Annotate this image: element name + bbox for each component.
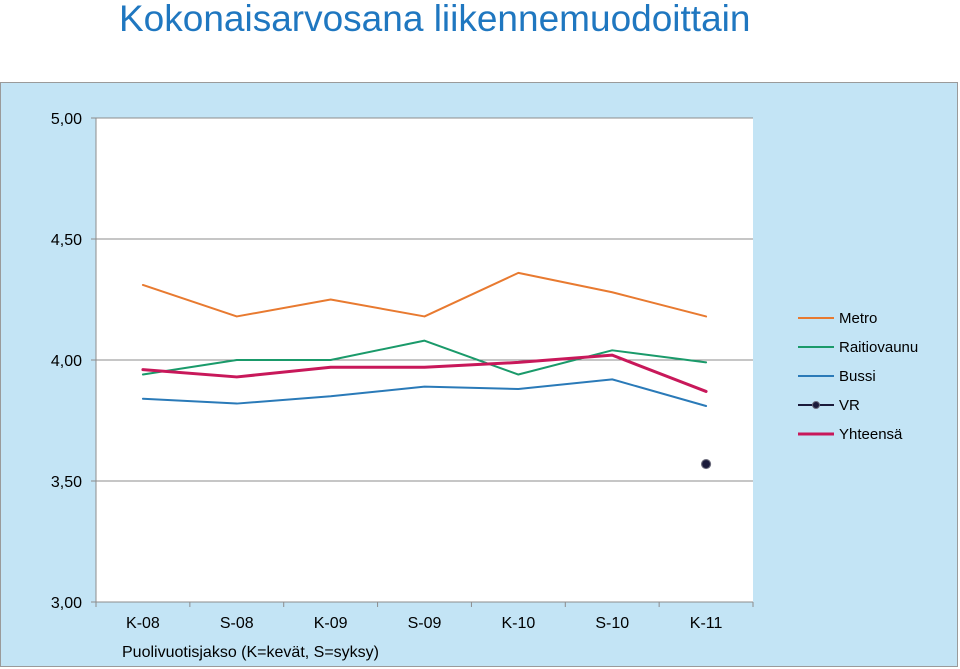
y-tick-label: 3,50	[51, 474, 82, 491]
x-tick-label: S-09	[408, 615, 442, 632]
legend-metro-label: Metro	[839, 310, 877, 327]
page-title: Kokonaisarvosana liikennemuodoittain	[119, 0, 751, 39]
line-chart: 3,00 3,50 4,00 4,50 5,00 K-08 S-08 K-09 S-09 K-10…	[51, 111, 918, 661]
legend-vr-marker	[812, 401, 820, 409]
legend-yhteens--label: Yhteensä	[839, 426, 903, 443]
legend-bussi-label: Bussi	[839, 368, 876, 385]
y-tick-label: 3,00	[51, 595, 82, 612]
x-tick-label: S-08	[220, 615, 254, 632]
series-bussi-line	[141, 378, 708, 407]
x-tick-label: K-10	[501, 615, 535, 632]
series-raitiovaunu-line	[141, 339, 708, 376]
y-tick-label: 5,00	[51, 111, 82, 128]
x-tick-label: S-10	[595, 615, 629, 632]
series-lines	[141, 271, 712, 470]
x-tick-label: K-11	[690, 615, 723, 632]
series-vr-point	[700, 458, 712, 470]
axes: 3,00 3,50 4,00 4,50 5,00 K-08 S-08 K-09 S-09 K-10…	[51, 111, 754, 632]
x-axis-label: Puolivuotisjakso (K=kevät, S=syksy)	[122, 644, 379, 661]
y-tick-label: 4,50	[51, 232, 82, 249]
legend: Metro Raitiovaunu Bussi VR Yhteensä	[798, 310, 918, 443]
series-metro-line	[141, 271, 708, 318]
legend-vr-label: VR	[839, 397, 860, 414]
chart-area: 3,00 3,50 4,00 4,50 5,00 K-08 S-08 K-09 S-09 K-10…	[0, 82, 958, 667]
y-tick-label: 4,00	[51, 353, 82, 370]
legend-raitiovaunu-label: Raitiovaunu	[839, 339, 918, 356]
x-tick-label: K-08	[126, 615, 160, 632]
series-yhteens--line	[141, 353, 708, 393]
x-tick-label: K-09	[314, 615, 348, 632]
